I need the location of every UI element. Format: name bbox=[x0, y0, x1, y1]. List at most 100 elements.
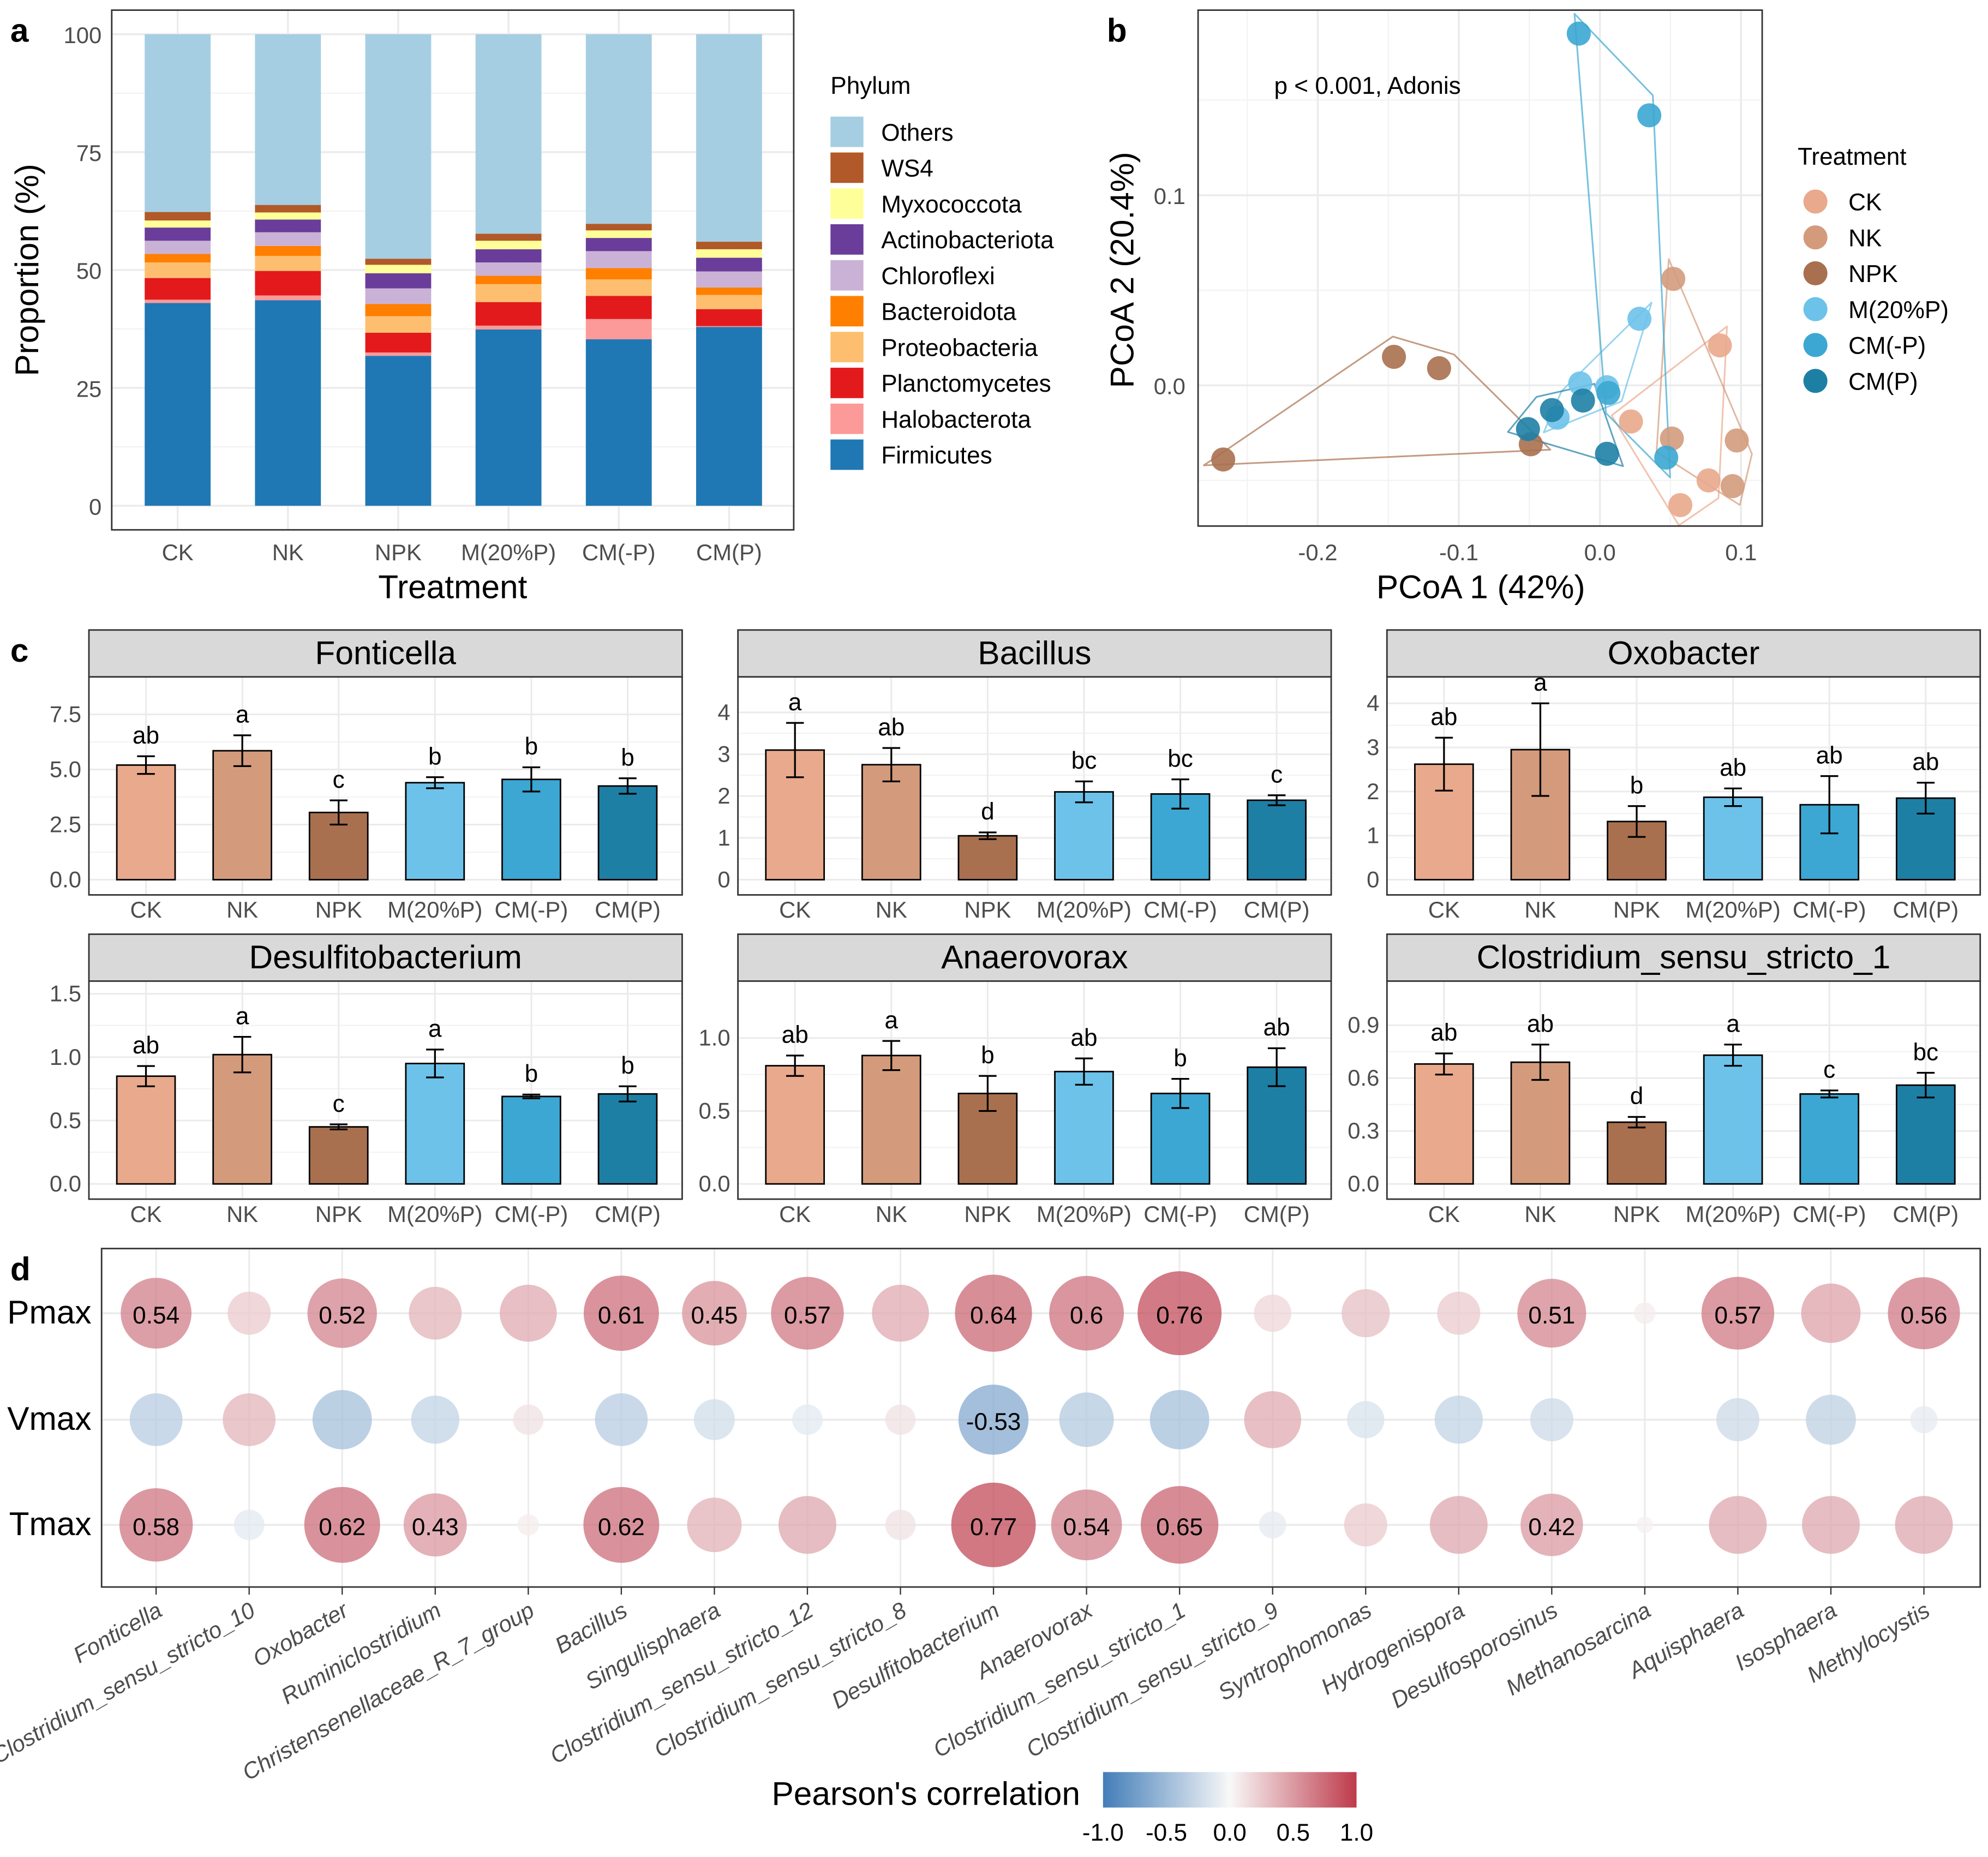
significance-letter: ab bbox=[133, 722, 159, 749]
bar-segment-proteobacteria bbox=[475, 284, 542, 302]
x-tick-label: CM(P) bbox=[1244, 897, 1310, 922]
x-tick-label: NK bbox=[876, 1201, 907, 1227]
point-nk bbox=[1720, 474, 1745, 499]
y-tick-label: 1.0 bbox=[50, 1044, 81, 1070]
y-tick-label: 3 bbox=[1367, 734, 1379, 760]
x-tick-label: CK bbox=[130, 1201, 161, 1227]
bar-npk bbox=[308, 1126, 369, 1185]
bar-segment-bacteroidota bbox=[365, 304, 432, 316]
x-tick-label: CK bbox=[1428, 1201, 1460, 1227]
significance-letter: ab bbox=[1816, 742, 1843, 769]
legend-key bbox=[1803, 369, 1828, 393]
bar-cm(p) bbox=[1895, 1084, 1956, 1185]
y-tick-label: 4 bbox=[717, 699, 730, 725]
error-bar bbox=[1531, 1044, 1549, 1081]
bar-segment-planctomycetes bbox=[145, 278, 211, 300]
correlation-bubble bbox=[1709, 1496, 1767, 1554]
error-bar bbox=[619, 777, 637, 795]
correlation-bubble bbox=[1137, 1271, 1222, 1356]
y-tick-label: 0.5 bbox=[699, 1098, 730, 1123]
bar-segment-others bbox=[696, 34, 762, 242]
bar-segment-ws4 bbox=[475, 233, 542, 241]
facet-strip bbox=[88, 933, 683, 982]
correlation-bubble bbox=[1716, 1398, 1759, 1441]
colorbar-tick-label: 1.0 bbox=[1340, 1819, 1373, 1846]
correlation-value: 0.54 bbox=[1063, 1514, 1110, 1541]
bar-segment-ws4 bbox=[255, 205, 321, 213]
bar-segment-halobacterota bbox=[585, 319, 652, 339]
bar-segment-bacteroidota bbox=[145, 254, 211, 263]
significance-letter: bc bbox=[1167, 745, 1193, 772]
correlation-value: 0.43 bbox=[412, 1514, 459, 1541]
y-axis-title: PCoA 2 (20.4%) bbox=[1104, 152, 1141, 388]
correlation-bubble bbox=[1254, 1295, 1291, 1332]
bar-npk bbox=[1607, 1121, 1667, 1185]
x-tick-label: Bacillus bbox=[550, 1597, 631, 1658]
error-bar bbox=[137, 755, 155, 775]
correlation-bubble bbox=[411, 1395, 459, 1444]
error-bar bbox=[426, 776, 444, 789]
point-nk bbox=[1661, 267, 1686, 291]
bar-segment-actinobacteriota bbox=[255, 219, 321, 232]
correlation-bubble bbox=[517, 1514, 540, 1536]
significance-letter: c bbox=[333, 1091, 345, 1117]
correlation-bubble bbox=[223, 1393, 276, 1446]
significance-letter: ab bbox=[1430, 704, 1457, 730]
point-npk bbox=[1427, 356, 1451, 381]
legend-key bbox=[830, 188, 864, 219]
legend-key bbox=[830, 224, 864, 255]
legend-label: Bacteroidota bbox=[881, 299, 1016, 326]
y-tick-label: 0.6 bbox=[1348, 1065, 1379, 1091]
bar-nk bbox=[861, 764, 921, 880]
significance-letter: a bbox=[236, 1003, 249, 1029]
correlation-bubble bbox=[312, 1389, 372, 1449]
error-bar bbox=[979, 831, 997, 840]
x-tick-label: NPK bbox=[375, 540, 422, 565]
y-tick-label: 0 bbox=[717, 866, 730, 892]
significance-letter: a bbox=[788, 689, 802, 716]
x-tick-label: CM(P) bbox=[1893, 1201, 1959, 1227]
bar-cm(p) bbox=[597, 1093, 658, 1185]
y-tick-label: 0.0 bbox=[50, 1171, 81, 1196]
error-bar bbox=[1435, 1052, 1453, 1076]
x-tick-label: CK bbox=[162, 540, 194, 565]
facet-title: Clostridium_sensu_stricto_1 bbox=[1477, 938, 1891, 975]
legend-key bbox=[830, 403, 864, 434]
legend-key bbox=[1803, 333, 1828, 357]
bar-segment-others bbox=[145, 34, 211, 212]
error-bar bbox=[882, 747, 901, 783]
bar-m(20%p) bbox=[405, 1063, 465, 1185]
error-bar bbox=[1724, 787, 1742, 807]
x-tick-label: CM(P) bbox=[595, 1201, 661, 1227]
y-tick-label: 0 bbox=[89, 494, 101, 519]
correlation-bubble bbox=[1520, 1494, 1583, 1556]
y-tick-label: 5.0 bbox=[50, 756, 81, 782]
error-bar bbox=[619, 1085, 637, 1103]
correlation-bubble bbox=[121, 1278, 192, 1349]
x-tick-label: NPK bbox=[315, 897, 362, 922]
bar-segment-planctomycetes bbox=[696, 309, 762, 326]
bar-ck bbox=[116, 1075, 176, 1185]
bar-segment-others bbox=[475, 34, 542, 234]
point-ck bbox=[1619, 409, 1643, 434]
x-tick-label: CM(-P) bbox=[495, 1201, 568, 1227]
bar-m(20%p) bbox=[1703, 1054, 1763, 1185]
x-tick-label: Desulfitobacterium bbox=[827, 1597, 1003, 1714]
correlation-bubble bbox=[687, 1497, 742, 1553]
bar-segment-firmicutes bbox=[585, 339, 652, 506]
correlation-bubble bbox=[129, 1393, 183, 1446]
facet-border bbox=[1386, 676, 1981, 896]
significance-letter: b bbox=[621, 744, 634, 771]
facet-border bbox=[737, 980, 1332, 1200]
x-tick-label: CM(P) bbox=[696, 540, 762, 565]
correlation-bubble bbox=[1140, 1486, 1219, 1564]
x-tick-label: CK bbox=[130, 897, 161, 922]
facet-title: Bacillus bbox=[978, 634, 1091, 672]
correlation-value: 0.61 bbox=[598, 1302, 645, 1329]
bar-segment-halobacterota bbox=[696, 326, 762, 327]
correlation-bubble bbox=[307, 1278, 377, 1348]
bar-cm(p) bbox=[1247, 799, 1307, 880]
significance-letter: c bbox=[333, 766, 345, 793]
significance-letter: c bbox=[1823, 1057, 1835, 1083]
y-tick-label: 2.5 bbox=[50, 811, 81, 837]
